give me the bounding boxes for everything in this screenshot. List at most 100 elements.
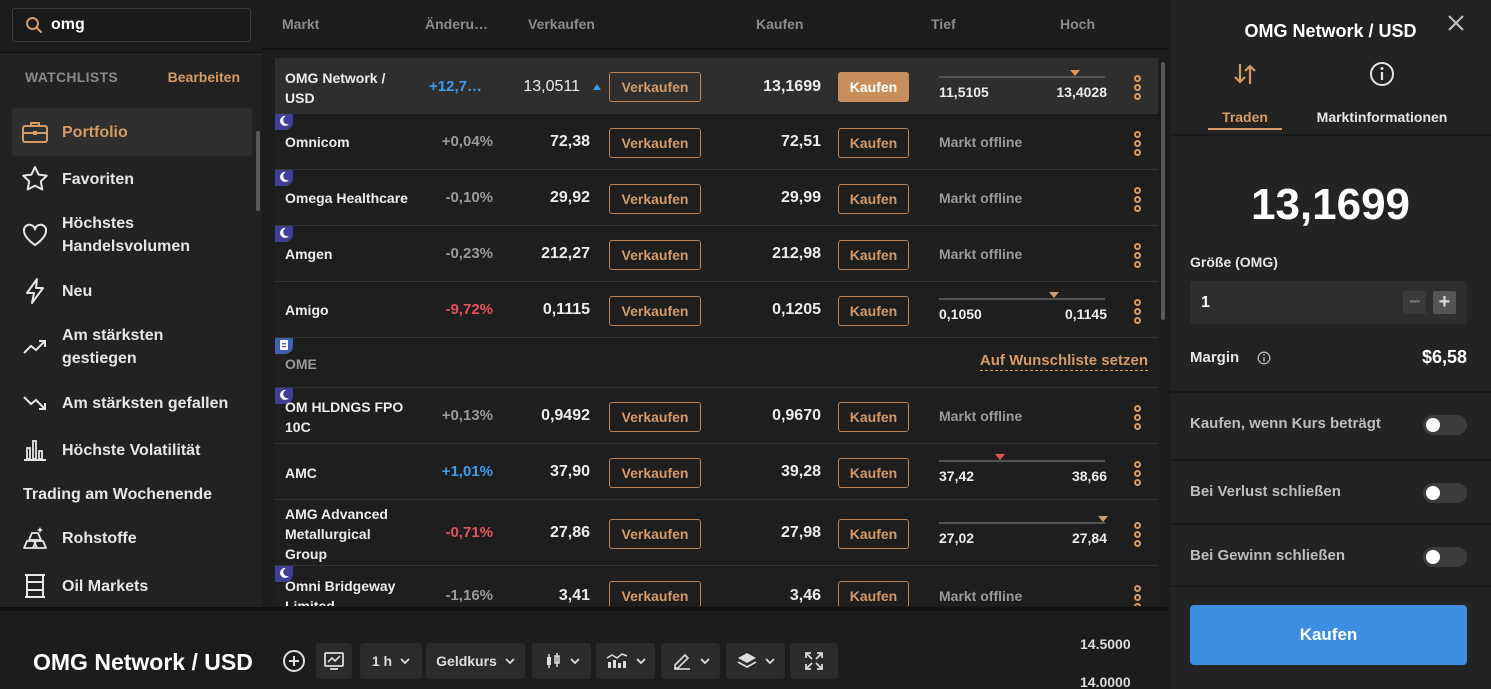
search-box[interactable] bbox=[12, 8, 251, 42]
column-header-buy[interactable]: Kaufen bbox=[756, 16, 804, 32]
sell-button[interactable]: Verkaufen bbox=[609, 184, 701, 214]
market-row-omnicom[interactable]: Omnicom +0,04% 72,38 Verkaufen 72,51 Kau… bbox=[275, 114, 1158, 170]
range-marker bbox=[1098, 516, 1109, 522]
decrease-size-button[interactable]: − bbox=[1403, 291, 1426, 314]
tab-market-info[interactable]: Marktinformationen bbox=[1302, 60, 1462, 125]
take-profit-toggle[interactable] bbox=[1423, 547, 1467, 567]
buy-button[interactable]: Kaufen bbox=[838, 519, 909, 549]
market-row-ome[interactable]: OME Auf Wunschliste setzen bbox=[275, 338, 1158, 388]
sidebar-item-highest-volume[interactable]: Höchstes Handelsvolumen bbox=[12, 209, 252, 261]
more-options-icon[interactable] bbox=[1134, 75, 1142, 101]
column-header-high[interactable]: Hoch bbox=[1060, 16, 1095, 32]
more-options-icon[interactable] bbox=[1134, 522, 1142, 548]
chart-type-dropdown[interactable] bbox=[532, 643, 591, 679]
sell-button[interactable]: Verkaufen bbox=[609, 72, 701, 102]
buy-button[interactable]: Kaufen bbox=[838, 128, 909, 158]
sidebar-item-weekend-trading[interactable]: Trading am Wochenende bbox=[23, 481, 263, 507]
panel-title: OMG Network / USD bbox=[1244, 21, 1417, 41]
divider bbox=[1170, 134, 1491, 136]
market-row-amgen[interactable]: Amgen -0,23% 212,27 Verkaufen 212,98 Kau… bbox=[275, 226, 1158, 282]
add-indicator-button[interactable] bbox=[280, 643, 308, 679]
sell-button[interactable]: Verkaufen bbox=[609, 519, 701, 549]
range-low: 11,5105 bbox=[939, 84, 989, 100]
size-input[interactable]: 1 − + bbox=[1190, 281, 1467, 324]
price-type-value: Geldkurs bbox=[436, 653, 497, 669]
more-options-icon[interactable] bbox=[1134, 243, 1142, 269]
more-options-icon[interactable] bbox=[1134, 131, 1142, 157]
stop-loss-toggle[interactable] bbox=[1423, 483, 1467, 503]
market-status: Markt offline bbox=[939, 246, 1023, 262]
sidebar-item-oil-markets[interactable]: Oil Markets bbox=[12, 562, 252, 610]
sell-button[interactable]: Verkaufen bbox=[609, 128, 701, 158]
buy-button[interactable]: Kaufen bbox=[838, 72, 909, 102]
increase-size-button[interactable]: + bbox=[1433, 291, 1456, 314]
buy-button[interactable]: Kaufen bbox=[838, 240, 909, 270]
buy-button[interactable]: Kaufen bbox=[838, 458, 909, 488]
column-header-change[interactable]: Änderu… bbox=[425, 16, 488, 32]
market-row-om-holdings[interactable]: OM HLDNGS FPO 10C +0,13% 0,9492 Verkaufe… bbox=[275, 388, 1158, 444]
sell-button[interactable]: Verkaufen bbox=[609, 581, 701, 606]
sell-button[interactable]: Verkaufen bbox=[609, 402, 701, 432]
range-marker bbox=[995, 454, 1006, 460]
column-header-market[interactable]: Markt bbox=[282, 16, 320, 32]
market-row-omega-healthcare[interactable]: Omega Healthcare -0,10% 29,92 Verkaufen … bbox=[275, 170, 1158, 226]
range-high: 38,66 bbox=[1071, 468, 1107, 484]
more-options-icon[interactable] bbox=[1134, 585, 1142, 606]
tab-trade[interactable]: Traden bbox=[1208, 60, 1282, 130]
chart-mode-button[interactable] bbox=[316, 643, 352, 679]
info-icon[interactable] bbox=[1257, 351, 1271, 365]
layers-dropdown[interactable] bbox=[726, 643, 785, 679]
market-row-omg-network[interactable]: OMG Network / USD +12,7… 13,0511 Verkauf… bbox=[275, 58, 1158, 114]
more-options-icon[interactable] bbox=[1134, 187, 1142, 213]
sidebar-item-commodities[interactable]: Rohstoffe bbox=[12, 514, 252, 562]
more-options-icon[interactable] bbox=[1134, 461, 1142, 487]
candlestick-icon bbox=[546, 653, 560, 668]
buy-button[interactable]: Kaufen bbox=[838, 581, 909, 606]
buy-at-price-row: Kaufen, wenn Kurs beträgt bbox=[1170, 391, 1491, 455]
lightning-icon bbox=[26, 278, 44, 304]
market-row-amc[interactable]: AMC +1,01% 37,90 Verkaufen 39,28 Kaufen … bbox=[275, 444, 1158, 500]
sidebar-item-top-gainers[interactable]: Am stärksten gestiegen bbox=[12, 321, 252, 373]
sidebar-item-label: Am stärksten gefallen bbox=[62, 394, 229, 412]
change-percent: +12,7… bbox=[429, 78, 482, 95]
more-options-icon[interactable] bbox=[1134, 405, 1142, 431]
sell-button[interactable]: Verkaufen bbox=[609, 458, 701, 488]
close-icon[interactable] bbox=[1447, 14, 1465, 32]
buy-price: 0,9670 bbox=[772, 407, 821, 424]
edit-watchlists-link[interactable]: Bearbeiten bbox=[167, 69, 240, 85]
market-name: Amgen bbox=[285, 246, 333, 262]
sell-price: 37,90 bbox=[549, 463, 590, 480]
fullscreen-button[interactable] bbox=[790, 643, 838, 679]
price-type-dropdown[interactable]: Geldkurs bbox=[426, 643, 525, 679]
sell-button[interactable]: Verkaufen bbox=[609, 296, 701, 326]
more-options-icon[interactable] bbox=[1134, 299, 1142, 325]
market-row-amg-advanced[interactable]: AMG Advanced Metallurgical Group -0,71% … bbox=[275, 500, 1158, 566]
stop-loss-row: Bei Verlust schließen bbox=[1170, 459, 1491, 523]
market-name: OME bbox=[285, 356, 317, 372]
sidebar-scrollbar[interactable] bbox=[256, 131, 260, 211]
tab-trade-label: Traden bbox=[1222, 109, 1268, 125]
buy-button-main[interactable]: Kaufen bbox=[1190, 605, 1467, 665]
search-input[interactable] bbox=[51, 16, 231, 34]
interval-dropdown[interactable]: 1 h bbox=[360, 643, 422, 679]
market-row-omni-bridgeway[interactable]: Omni Bridgeway Limited -1,16% 3,41 Verka… bbox=[275, 566, 1158, 606]
sidebar-item-favorites[interactable]: Favoriten bbox=[12, 155, 252, 203]
sell-price: 27,86 bbox=[549, 524, 590, 541]
market-row-amigo[interactable]: Amigo -9,72% 0,1115 Verkaufen 0,1205 Kau… bbox=[275, 282, 1158, 338]
sidebar-item-new[interactable]: Neu bbox=[12, 267, 252, 315]
column-header-sell[interactable]: Verkaufen bbox=[528, 16, 595, 32]
buy-button[interactable]: Kaufen bbox=[838, 402, 909, 432]
sidebar-item-highest-volatility[interactable]: Höchste Volatilität bbox=[12, 426, 252, 474]
sidebar-item-label: Oil Markets bbox=[62, 577, 149, 595]
buy-at-price-toggle[interactable] bbox=[1423, 415, 1467, 435]
indicators-dropdown[interactable] bbox=[596, 643, 655, 679]
sidebar-item-portfolio[interactable]: Portfolio bbox=[12, 108, 252, 156]
buy-button[interactable]: Kaufen bbox=[838, 184, 909, 214]
add-to-watchlist-link[interactable]: Auf Wunschliste setzen bbox=[979, 352, 1148, 371]
drawing-tools-dropdown[interactable] bbox=[661, 643, 720, 679]
column-header-low[interactable]: Tief bbox=[931, 16, 956, 32]
buy-button[interactable]: Kaufen bbox=[838, 296, 909, 326]
sidebar-item-top-losers[interactable]: Am stärksten gefallen bbox=[12, 379, 252, 427]
market-list-scrollbar[interactable] bbox=[1161, 62, 1165, 320]
sell-button[interactable]: Verkaufen bbox=[609, 240, 701, 270]
